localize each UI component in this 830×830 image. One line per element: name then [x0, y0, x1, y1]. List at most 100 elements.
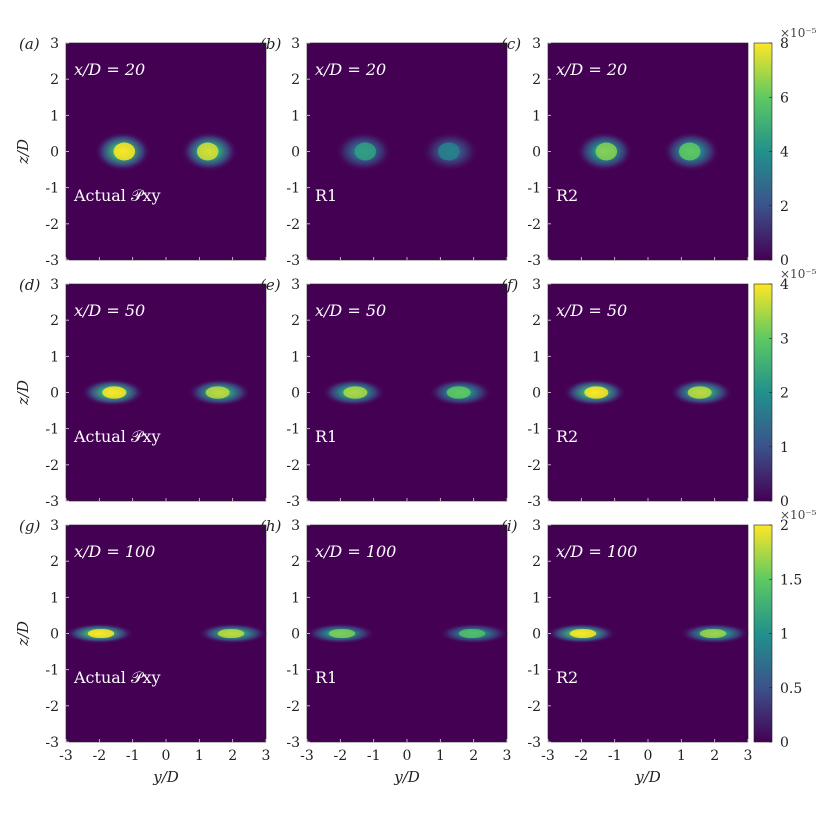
- x-tick-label: 1: [195, 748, 204, 764]
- panel-title: x/D = 20: [556, 60, 627, 79]
- y-tick-label: -2: [527, 217, 541, 233]
- x-tick-label: 2: [710, 748, 719, 764]
- y-axis-label: z/D: [14, 621, 32, 647]
- panel-label: Actual 𝒫xy: [73, 668, 161, 687]
- colorbar-tick-label: 0: [780, 253, 789, 269]
- panel-letter: (i): [501, 517, 518, 535]
- panel-letter: (h): [260, 517, 282, 535]
- y-tick-label: -1: [527, 663, 541, 679]
- panel-letter: (c): [501, 35, 521, 53]
- heatmap-core: [328, 628, 356, 639]
- y-tick-label: -3: [45, 253, 59, 269]
- y-tick-label: 2: [50, 72, 59, 88]
- heatmap-core: [354, 142, 377, 161]
- y-tick-label: 0: [50, 145, 59, 161]
- y-tick-label: 0: [50, 627, 59, 643]
- colorbar-tick-label: 0.5: [780, 681, 802, 697]
- y-tick-label: 0: [291, 627, 300, 643]
- y-tick-label: -3: [527, 253, 541, 269]
- y-tick-label: 3: [50, 277, 59, 293]
- y-tick-label: 2: [532, 313, 541, 329]
- x-tick-label: 3: [744, 748, 753, 764]
- x-tick-label: 2: [469, 748, 478, 764]
- y-tick-label: -3: [45, 735, 59, 751]
- y-tick-label: 1: [291, 108, 300, 124]
- heatmap-panel-h: -3-3 -2 -2 -1 -1 0 0 1 1 2 2 3 3 (h) x/D = 100 R1 y/D: [260, 517, 511, 786]
- heatmap-panel-a: -3 -2 -1 0 1 2 3 (a) x/D = 20 Actual 𝒫xy z/D: [14, 35, 267, 269]
- panel-letter: (g): [19, 517, 40, 535]
- y-tick-label: 2: [291, 554, 300, 570]
- heatmap-core: [569, 628, 597, 639]
- y-tick-label: -3: [527, 735, 541, 751]
- heatmap-core: [87, 628, 115, 639]
- panel-letter: (d): [19, 276, 40, 294]
- colorbar-tick-label: 0: [780, 735, 789, 751]
- colorbar-tick-label: 1: [780, 440, 789, 456]
- y-tick-label: -1: [286, 663, 300, 679]
- x-tick-label: -3: [300, 748, 314, 764]
- colorbar-tick-label: 2: [780, 199, 789, 215]
- heatmap-panel-f: -3 -2 -1 0 1 2 3 (f) x/D = 50 R2: [501, 276, 749, 510]
- colorbar-tick-label: 0: [780, 494, 789, 510]
- y-tick-label: 3: [50, 36, 59, 52]
- colorbar-exponent: ×10⁻⁵: [780, 267, 817, 281]
- x-axis-label: y/D: [634, 768, 661, 786]
- x-tick-label: -2: [93, 748, 107, 764]
- colorbar-exponent: ×10⁻⁵: [780, 508, 817, 522]
- y-tick-label: -2: [45, 217, 59, 233]
- panel-title: x/D = 100: [74, 542, 155, 561]
- heatmap-core: [595, 142, 618, 161]
- y-tick-label: 1: [50, 349, 59, 365]
- x-tick-label: 0: [644, 748, 653, 764]
- panel-title: x/D = 50: [74, 301, 145, 320]
- heatmap-core: [446, 386, 471, 399]
- y-tick-label: -2: [45, 458, 59, 474]
- x-tick-label: 1: [677, 748, 686, 764]
- x-tick-label: -1: [608, 748, 622, 764]
- y-tick-label: -1: [45, 181, 59, 197]
- panel-label: R2: [556, 427, 578, 446]
- y-tick-label: -3: [286, 494, 300, 510]
- y-tick-label: 2: [532, 554, 541, 570]
- y-tick-label: 1: [50, 590, 59, 606]
- heatmap-core: [678, 142, 701, 161]
- y-tick-label: 3: [532, 36, 541, 52]
- panel-label: R1: [315, 427, 337, 446]
- colorbar-tick-label: 2: [780, 518, 789, 534]
- x-tick-label: 2: [228, 748, 237, 764]
- y-tick-label: -1: [527, 181, 541, 197]
- heatmap-panel-e: -3 -2 -1 0 1 2 3 (e) x/D = 50 R1: [260, 276, 508, 510]
- y-tick-label: 0: [532, 145, 541, 161]
- panel-title: x/D = 100: [315, 542, 396, 561]
- y-tick-label: -1: [45, 422, 59, 438]
- panel-label: Actual 𝒫xy: [73, 427, 161, 446]
- x-tick-label: -1: [367, 748, 381, 764]
- x-tick-label: 1: [436, 748, 445, 764]
- y-tick-label: 1: [532, 590, 541, 606]
- y-tick-label: 0: [291, 145, 300, 161]
- colorbar-tick-label: 3: [780, 331, 789, 347]
- panel-letter: (a): [19, 35, 40, 53]
- y-tick-label: 3: [532, 518, 541, 534]
- colorbar-1: ×10⁻⁵ 0 2 4 6 8: [753, 26, 817, 269]
- y-tick-label: 0: [291, 386, 300, 402]
- heatmap-core: [687, 386, 712, 399]
- heatmap-core: [102, 386, 127, 399]
- heatmap-core: [196, 142, 219, 161]
- y-tick-label: -3: [286, 253, 300, 269]
- y-tick-label: 1: [291, 590, 300, 606]
- panel-label: R1: [315, 668, 337, 687]
- y-tick-label: -2: [45, 699, 59, 715]
- heatmap-panel-d: -3 -2 -1 0 1 2 3 (d) x/D = 50 Actual 𝒫xy z/D: [14, 276, 267, 510]
- y-tick-label: -2: [527, 699, 541, 715]
- x-tick-label: 3: [262, 748, 271, 764]
- colorbar-tick-label: 8: [780, 36, 789, 52]
- heatmap-core: [113, 142, 136, 161]
- panel-label: R2: [556, 668, 578, 687]
- y-tick-label: 0: [532, 627, 541, 643]
- heatmap-panel-i: -3-3 -2 -2 -1 -1 0 0 1 1 2 2 3 3 (i) x/D = 100 R2 y/D: [501, 517, 752, 786]
- x-tick-label: 3: [503, 748, 512, 764]
- panel-title: x/D = 100: [556, 542, 637, 561]
- heatmap-core: [205, 386, 230, 399]
